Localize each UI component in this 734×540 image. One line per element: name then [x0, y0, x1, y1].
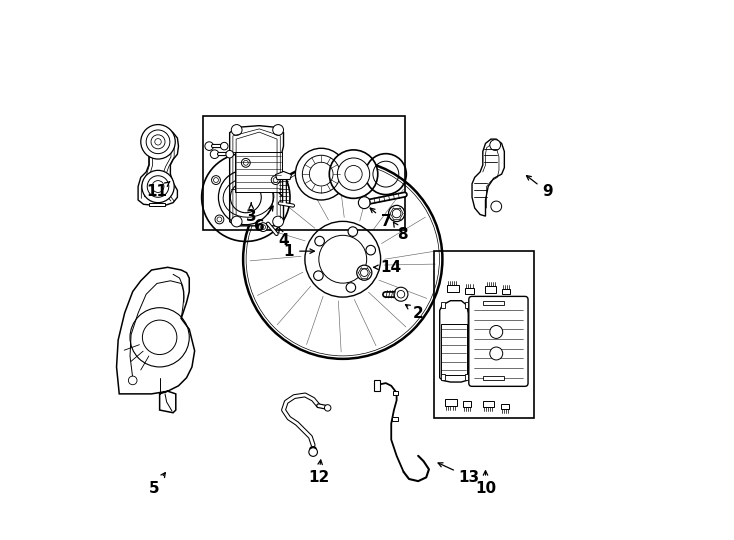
Circle shape: [205, 142, 214, 151]
Circle shape: [313, 271, 323, 280]
Polygon shape: [374, 380, 380, 391]
Text: 13: 13: [438, 463, 480, 485]
Polygon shape: [501, 289, 510, 294]
Polygon shape: [275, 171, 291, 179]
Circle shape: [226, 151, 233, 158]
Text: 12: 12: [308, 460, 329, 485]
Circle shape: [241, 158, 250, 167]
Text: 10: 10: [475, 471, 496, 496]
Polygon shape: [235, 152, 282, 192]
Polygon shape: [441, 302, 445, 308]
Circle shape: [273, 125, 283, 136]
Circle shape: [366, 245, 376, 255]
Polygon shape: [483, 401, 493, 407]
Text: 9: 9: [526, 176, 553, 199]
Polygon shape: [117, 267, 195, 413]
Bar: [203, 117, 404, 230]
Polygon shape: [441, 375, 445, 380]
Circle shape: [258, 222, 267, 232]
Circle shape: [357, 265, 372, 280]
Circle shape: [490, 326, 503, 339]
Polygon shape: [150, 202, 165, 206]
Circle shape: [210, 150, 219, 159]
Polygon shape: [393, 390, 399, 395]
Circle shape: [346, 283, 356, 292]
Polygon shape: [483, 376, 504, 380]
Circle shape: [490, 140, 501, 151]
Text: 1: 1: [283, 244, 314, 259]
Polygon shape: [463, 401, 471, 407]
Bar: [435, 251, 534, 418]
Text: 8: 8: [393, 222, 407, 242]
Circle shape: [394, 287, 408, 301]
Circle shape: [141, 125, 175, 159]
Text: 4: 4: [278, 227, 288, 248]
Circle shape: [358, 197, 370, 208]
Polygon shape: [441, 324, 467, 375]
Circle shape: [490, 347, 503, 360]
Text: 6: 6: [254, 206, 273, 234]
Circle shape: [231, 216, 242, 227]
Text: 3: 3: [246, 203, 256, 224]
Polygon shape: [485, 286, 496, 293]
Circle shape: [338, 158, 370, 190]
Polygon shape: [472, 139, 504, 216]
FancyBboxPatch shape: [469, 296, 528, 386]
Polygon shape: [483, 301, 504, 305]
Circle shape: [231, 125, 242, 136]
Polygon shape: [447, 285, 459, 292]
Text: 7: 7: [370, 208, 391, 229]
Circle shape: [324, 404, 331, 411]
Polygon shape: [501, 403, 509, 409]
Circle shape: [388, 205, 404, 221]
Polygon shape: [465, 375, 468, 380]
Circle shape: [215, 215, 224, 224]
Text: 5: 5: [149, 472, 165, 496]
Circle shape: [142, 170, 174, 202]
Polygon shape: [445, 399, 457, 406]
Circle shape: [309, 448, 317, 456]
Polygon shape: [230, 126, 283, 226]
Circle shape: [273, 216, 283, 227]
Circle shape: [315, 237, 324, 246]
Polygon shape: [392, 416, 399, 421]
Polygon shape: [440, 301, 468, 382]
Circle shape: [295, 148, 347, 200]
Circle shape: [348, 227, 357, 237]
Text: 2: 2: [405, 305, 424, 321]
Polygon shape: [465, 302, 468, 308]
Circle shape: [220, 143, 228, 150]
Circle shape: [330, 150, 378, 198]
Circle shape: [272, 176, 280, 185]
Text: 11: 11: [147, 181, 170, 199]
Circle shape: [128, 376, 137, 384]
Text: 14: 14: [374, 260, 401, 275]
Circle shape: [211, 176, 220, 185]
Polygon shape: [138, 127, 178, 205]
Circle shape: [491, 201, 501, 212]
Polygon shape: [465, 288, 473, 294]
